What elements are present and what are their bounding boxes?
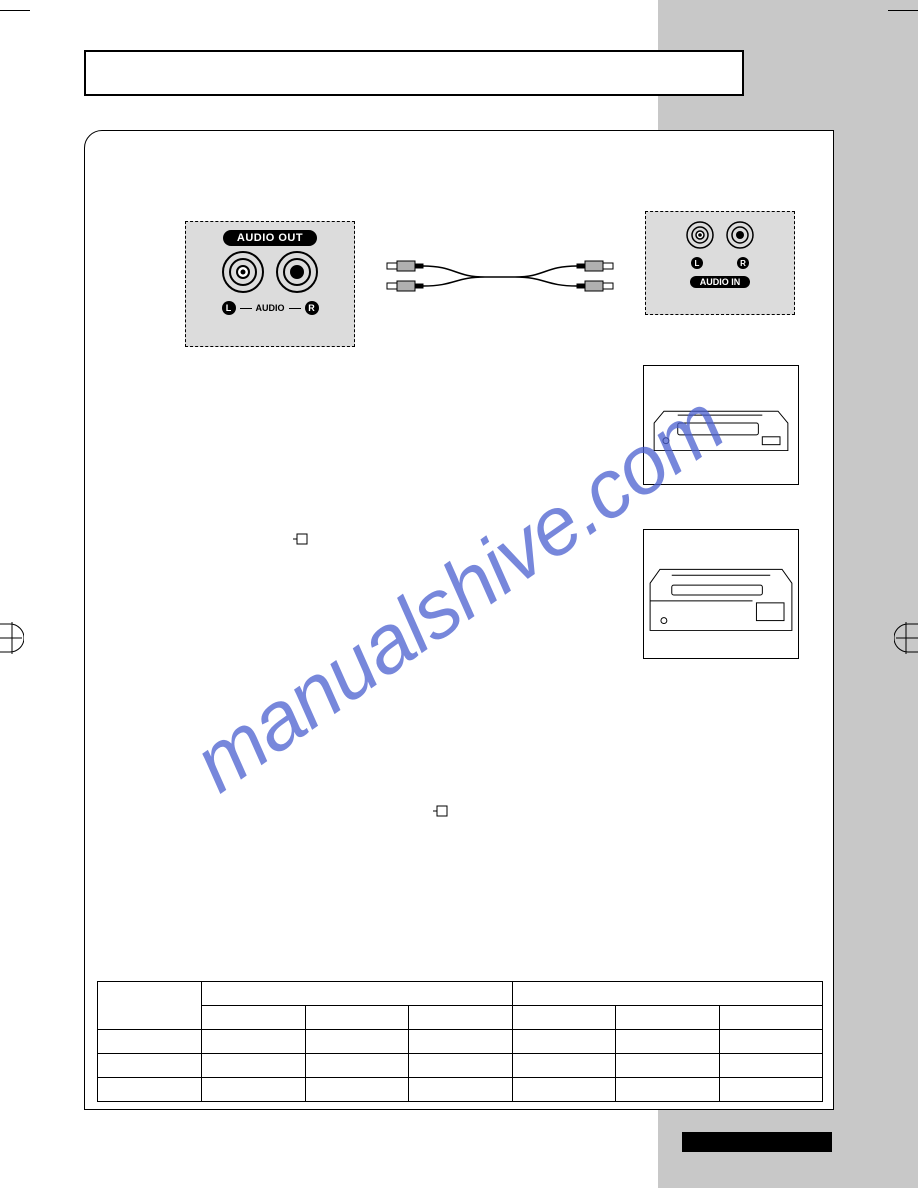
table-cell [512, 1054, 615, 1078]
page-number-bar [682, 1132, 832, 1152]
title-box [84, 50, 744, 96]
rca-cable-icon [385, 257, 615, 297]
content-frame: AUDIO OUT L AUDIO R [84, 130, 834, 1110]
table-header [98, 982, 202, 1030]
dvd-device-box [643, 529, 799, 659]
table-row [98, 1006, 823, 1030]
table-cell [202, 1078, 305, 1102]
table-header [202, 1006, 305, 1030]
table-row [98, 1054, 823, 1078]
spec-table [97, 981, 823, 1102]
table-cell [719, 1054, 823, 1078]
audio-strip-label: AUDIO [256, 303, 285, 313]
table-cell [305, 1030, 408, 1054]
vcr-device-box [643, 365, 799, 485]
table-header [305, 1006, 408, 1030]
r-badge: R [305, 301, 319, 315]
input-icon-1 [293, 531, 309, 547]
jack-right-in-icon [725, 220, 755, 255]
input-icon-2 [433, 803, 449, 819]
registration-mark-right [894, 620, 918, 656]
crop-mark-top-right [888, 10, 918, 11]
table-cell [409, 1078, 512, 1102]
table-cell [719, 1030, 823, 1054]
audio-in-label: AUDIO IN [690, 276, 751, 288]
table-cell [98, 1078, 202, 1102]
jack-right-out-icon [275, 250, 319, 299]
jack-left-out-icon [221, 250, 265, 299]
table-cell [616, 1054, 719, 1078]
jack-left-in-icon [685, 220, 715, 255]
table-header [719, 1006, 823, 1030]
table-cell [409, 1054, 512, 1078]
table-cell [616, 1078, 719, 1102]
table-cell [202, 1054, 305, 1078]
table-row [98, 1030, 823, 1054]
crop-mark-top-left [0, 10, 30, 11]
table-cell [98, 1054, 202, 1078]
table-header [202, 982, 512, 1006]
table-cell [512, 1030, 615, 1054]
table-header [616, 1006, 719, 1030]
in-r-badge: R [737, 257, 749, 269]
table-cell [202, 1030, 305, 1054]
table-row [98, 1078, 823, 1102]
table-cell [512, 1078, 615, 1102]
audio-in-panel: L R AUDIO IN [645, 211, 795, 315]
table-cell [305, 1078, 408, 1102]
table-cell [616, 1030, 719, 1054]
table-cell [409, 1030, 512, 1054]
registration-mark-left [0, 620, 24, 656]
table-header [512, 982, 822, 1006]
table-header [512, 1006, 615, 1030]
table-row [98, 982, 823, 1006]
in-l-badge: L [691, 257, 703, 269]
audio-out-panel: AUDIO OUT L AUDIO R [185, 221, 355, 347]
table-cell [305, 1054, 408, 1078]
table-cell [98, 1030, 202, 1054]
audio-out-label: AUDIO OUT [223, 230, 317, 246]
l-badge: L [222, 301, 236, 315]
table-header [409, 1006, 512, 1030]
table-cell [719, 1078, 823, 1102]
